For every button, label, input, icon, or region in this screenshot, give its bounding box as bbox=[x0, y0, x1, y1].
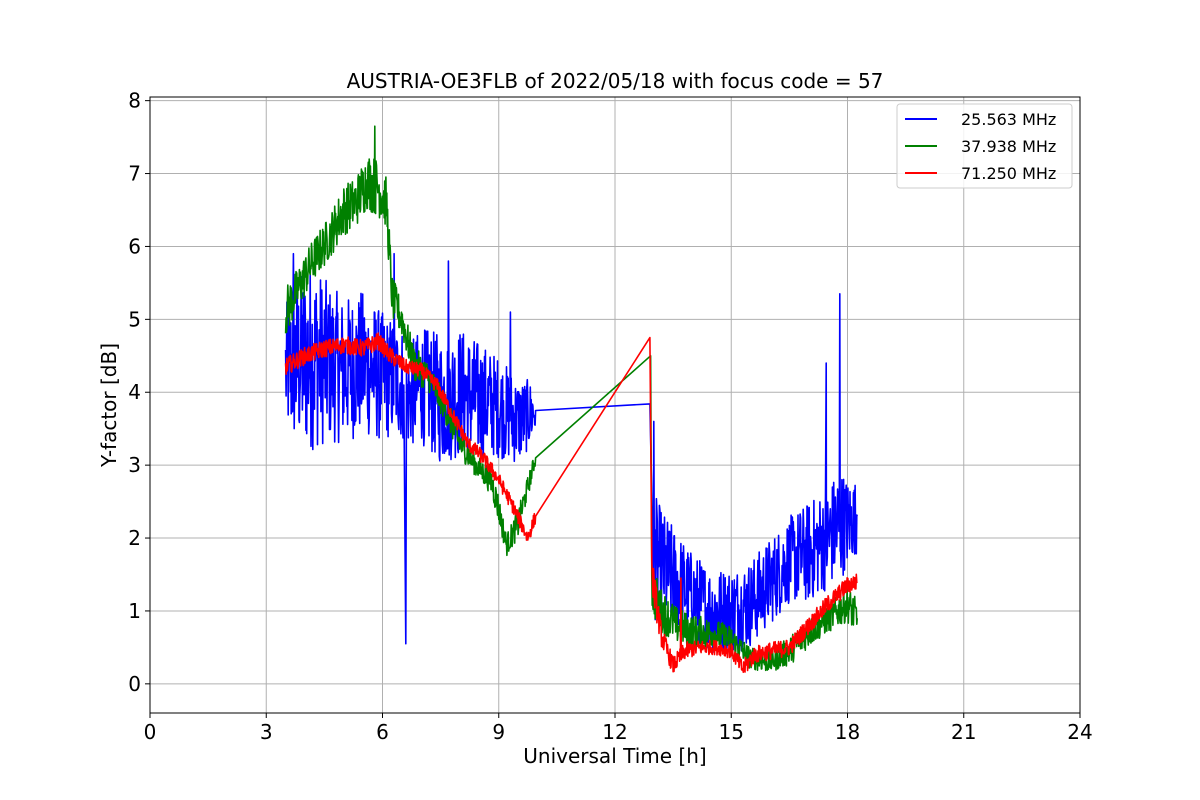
legend-box bbox=[896, 103, 1073, 189]
y-tick-label: 2 bbox=[128, 526, 141, 550]
y-tick-label: 1 bbox=[128, 599, 141, 623]
x-tick-label: 18 bbox=[835, 720, 860, 744]
y-tick-label: 5 bbox=[128, 307, 141, 331]
x-tick-label: 0 bbox=[144, 720, 157, 744]
series-line-2 bbox=[284, 125, 858, 672]
x-tick-label: 15 bbox=[719, 720, 744, 744]
legend: 25.563 MHz 37.938 MHz 71.250 MHz bbox=[896, 103, 1073, 189]
y-tick-label: 4 bbox=[128, 380, 141, 404]
series-line-3 bbox=[284, 332, 858, 673]
legend-entry: 37.938 MHz bbox=[961, 137, 1056, 156]
y-axis-label: Y-factor [dB] bbox=[97, 343, 121, 468]
x-tick-label: 21 bbox=[951, 720, 976, 744]
legend-entry: 25.563 MHz bbox=[961, 110, 1056, 129]
x-tick-label: 3 bbox=[260, 720, 273, 744]
x-tick-label: 9 bbox=[492, 720, 505, 744]
chart-title: AUSTRIA-OE3FLB of 2022/05/18 with focus … bbox=[347, 69, 884, 93]
y-tick-label: 0 bbox=[128, 672, 141, 696]
y-axis: 0 1 2 3 4 5 6 7 8 bbox=[128, 89, 150, 696]
legend-entry: 71.250 MHz bbox=[961, 164, 1056, 183]
x-axis-label: Universal Time [h] bbox=[523, 744, 706, 768]
x-tick-label: 12 bbox=[602, 720, 627, 744]
x-tick-label: 24 bbox=[1067, 720, 1092, 744]
series-line-1 bbox=[284, 252, 858, 655]
y-tick-label: 6 bbox=[128, 234, 141, 258]
y-tick-label: 7 bbox=[128, 162, 141, 186]
x-tick-label: 6 bbox=[376, 720, 389, 744]
y-tick-label: 3 bbox=[128, 453, 141, 477]
x-axis: 0 3 6 9 12 15 18 21 24 bbox=[144, 713, 1093, 744]
grid bbox=[149, 97, 1081, 713]
plot-area bbox=[284, 125, 858, 673]
y-tick-label: 8 bbox=[128, 89, 141, 113]
